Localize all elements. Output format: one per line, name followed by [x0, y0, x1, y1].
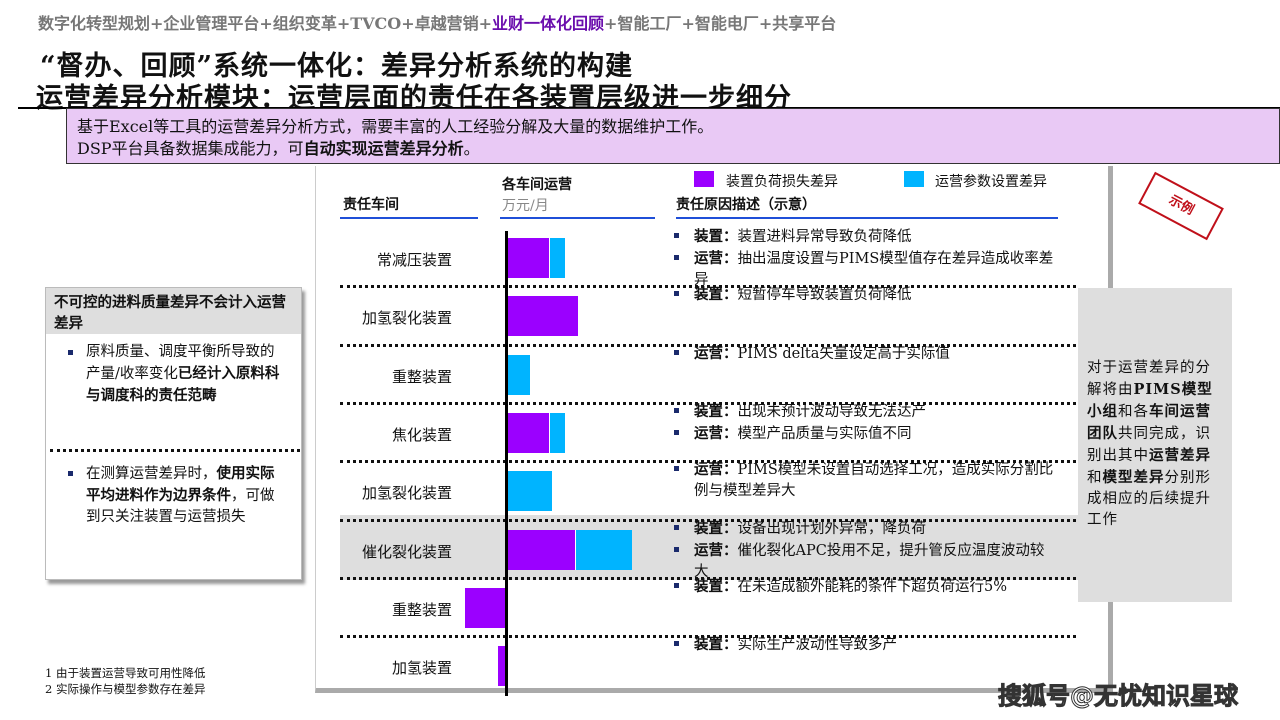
reason-item: 装置：实际生产波动性导致多产 [672, 634, 1057, 656]
nav-text: +智能工厂+智能电厂+共享平台 [604, 14, 837, 33]
bar-load-loss [465, 587, 507, 628]
row-divider [340, 343, 1076, 347]
legend-label: 运营参数设置差异 [935, 174, 1047, 190]
bar-param-diff [575, 529, 632, 570]
reason-item: 装置：设备出现计划外异常，降负荷 [672, 518, 1057, 540]
row-label: 加氢裂化装置 [361, 309, 452, 328]
watermark: 搜狐号@无忧知识星球 [998, 682, 1239, 711]
row-divider [340, 460, 1076, 464]
legend-label: 装置负荷损失差异 [726, 174, 838, 190]
bar-load-loss [507, 529, 575, 570]
example-stamp: 示例 [1138, 171, 1224, 241]
divider [50, 449, 300, 452]
note-item: 原料质量、调度平衡所导致的产量/收率变化已经计入原料科与调度科的责任范畴 [68, 342, 283, 407]
reason-description: 运营：PIMS模型未设置自动选择工况，造成实际分割比例与模型差异大 [672, 459, 1057, 502]
reason-item: 装置：在未造成额外能耗的条件下超负荷运行5% [672, 576, 1057, 598]
reason-item: 装置：装置进料异常导致负荷降低 [672, 226, 1057, 248]
banner-line: DSP平台具备数据集成能力，可自动实现运营差异分析。 [77, 139, 480, 158]
reason-description: 运营：PIMS delta矢量设定高于实际值 [672, 343, 1057, 365]
row-divider [340, 518, 1076, 522]
reason-item: 运营：模型产品质量与实际值不同 [672, 423, 1057, 445]
summary-banner: 基于Excel等工具的运营差异分析方式，需要丰富的人工经验分解及大量的数据维护工… [66, 108, 1280, 164]
row-label: 常减压装置 [376, 251, 452, 269]
row-label: 重整装置 [391, 600, 452, 619]
breadcrumb-nav: 数字化转型规划+企业管理平台+组织变革+TVCO+卓越营销+业财一体化回顾+智能… [38, 10, 836, 34]
page-title: “督办、回顾”系统一体化：差异分析系统的构建 [40, 51, 634, 82]
header-underline [676, 217, 1058, 219]
reason-item: 装置：出现未预计波动导致无法达产 [672, 401, 1057, 423]
reason-item: 运营：PIMS delta矢量设定高于实际值 [672, 343, 1057, 365]
legend-swatch-load [694, 171, 714, 187]
reason-description: 装置：设备出现计划外异常，降负荷 运营：催化裂化APC投用不足，提升管反应温度波动… [672, 518, 1057, 583]
row-label: 加氢裂化装置 [361, 484, 452, 503]
row-label: 加氢装置 [391, 659, 452, 678]
note-card-title: 不可控的进料质量差异不会计入运营差异 [46, 288, 301, 334]
row-label: 重整装置 [391, 367, 452, 386]
bar-load-loss [507, 412, 549, 453]
footnote: 2 实际操作与模型参数存在差异 [45, 682, 206, 696]
header-underline [340, 217, 478, 219]
row-divider [340, 576, 1076, 580]
legend-swatch-param [904, 171, 924, 187]
col-header-reason: 责任原因描述（示意） [676, 197, 816, 213]
header-underline [500, 217, 655, 219]
chart-axis [505, 231, 508, 696]
row-divider [340, 401, 1076, 405]
conclusion-box: 对于运营差异的分解将由PIMS模型小组和各车间运营团队共同完成，识别出其中运营差… [1078, 288, 1232, 602]
bar-param-diff [549, 238, 565, 278]
reason-item: 运营：PIMS模型未设置自动选择工况，造成实际分割比例与模型差异大 [672, 459, 1057, 502]
bar-param-diff [549, 412, 565, 453]
reason-item: 运营：催化裂化APC投用不足，提升管反应温度波动较大 [672, 540, 1057, 583]
nav-current: 业财一体化回顾 [492, 14, 605, 33]
bar-load-loss [498, 646, 507, 687]
nav-text: 数字化转型规划+企业管理平台+组织变革+TVCO+卓越营销+ [38, 14, 493, 33]
reason-description: 装置：实际生产波动性导致多产 [672, 634, 1057, 656]
col-header-operation: 各车间运营 [502, 177, 572, 193]
bar-param-diff [507, 471, 552, 512]
footnotes: 1 由于装置运营导致可用性降低 2 实际操作与模型参数存在差异 [45, 665, 205, 697]
bar-param-diff [507, 354, 530, 395]
reason-description: 装置：出现未预计波动导致无法达产 运营：模型产品质量与实际值不同 [672, 401, 1057, 445]
banner-line: 基于Excel等工具的运营差异分析方式，需要丰富的人工经验分解及大量的数据维护工… [77, 117, 714, 136]
row-label: 焦化装置 [391, 425, 452, 444]
note-card: 不可控的进料质量差异不会计入运营差异 原料质量、调度平衡所导致的产量/收率变化已… [45, 287, 302, 580]
reason-description: 装置：在未造成额外能耗的条件下超负荷运行5% [672, 576, 1057, 598]
row-label: 催化裂化装置 [361, 542, 452, 561]
row-divider [340, 285, 1076, 289]
col-unit: 万元/月 [502, 198, 549, 214]
bar-load-loss [507, 238, 549, 278]
reason-description: 装置：装置进料异常导致负荷降低 运营：抽出温度设置与PIMS模型值存在差异造成收率… [672, 226, 1057, 291]
bar-load-loss [507, 296, 578, 337]
reason-item: 运营：抽出温度设置与PIMS模型值存在差异造成收率差异 [672, 248, 1057, 291]
note-item: 在测算运营差异时，使用实际平均进料作为边界条件，可做到只关注装置与运营损失 [68, 463, 283, 528]
highlight-row [340, 515, 1078, 580]
col-header-workshop: 责任车间 [343, 197, 399, 213]
reason-item: 装置：短暂停车导致装置负荷降低 [672, 284, 1057, 306]
reason-description: 装置：短暂停车导致装置负荷降低 [672, 284, 1057, 306]
footnote: 1 由于装置运营导致可用性降低 [45, 666, 206, 680]
row-divider [340, 635, 1076, 639]
